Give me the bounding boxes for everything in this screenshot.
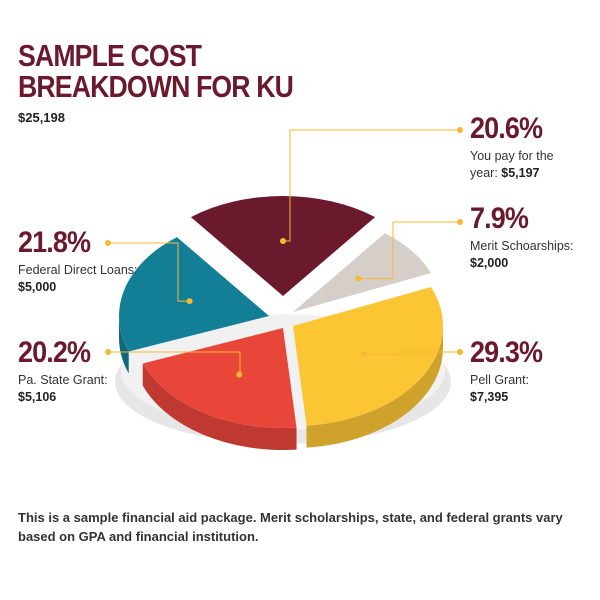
pie-slice-you-pay-for-the-year (190, 196, 376, 296)
leader-dot-0-0 (457, 127, 463, 133)
pie-slice-pell-grant (293, 286, 443, 426)
federal-percent: 21.8% (18, 226, 91, 259)
you-pay-percent: 20.6% (470, 112, 543, 145)
leader-dot-3-0 (105, 349, 111, 355)
leader-dot-2-0 (457, 349, 463, 355)
leader-dot-1-1 (355, 275, 362, 282)
total-amount: $25,198 (18, 110, 65, 125)
merit-amount: $2,000 (470, 256, 509, 270)
pie-slices (118, 196, 443, 450)
leader-line-0 (283, 129, 460, 242)
leader-line-1 (358, 221, 460, 279)
state-desc: Pa. State Grant: $5,106 (18, 372, 108, 406)
federal-label: Federal Direct Loans: (18, 263, 138, 277)
federal-desc: Federal Direct Loans: $5,000 (18, 262, 138, 296)
leader-dot-3-1 (236, 371, 243, 378)
federal-amount: $5,000 (18, 280, 57, 294)
leader-dot-1-0 (457, 219, 463, 225)
you-pay-amount: $5,197 (501, 166, 540, 180)
state-amount: $5,106 (18, 390, 57, 404)
callout-you-pay: 20.6% You pay for the year: $5,197 (470, 113, 580, 182)
chart-title: SAMPLE COST BREAKDOWN FOR KU (18, 38, 294, 104)
leader-lines (105, 127, 463, 378)
merit-label: Merit Schoarships: (470, 239, 574, 253)
footnote: This is a sample financial aid package. … (18, 510, 563, 544)
pie-slice-federal-direct-loans (118, 237, 269, 352)
pie-slice-merit-schoarships (293, 233, 432, 312)
callout-pell: 29.3% Pell Grant: $7,395 (470, 337, 550, 406)
pie-slice-pa-state-grant (142, 328, 297, 428)
callout-federal: 21.8% Federal Direct Loans: $5,000 (18, 227, 138, 296)
callout-state: 20.2% Pa. State Grant: $5,106 (18, 337, 108, 406)
pie-slice-side-4-0 (119, 316, 129, 374)
pell-amount: $7,395 (470, 390, 509, 404)
pell-percent: 29.3% (470, 336, 543, 369)
leader-line-4 (108, 242, 190, 302)
you-pay-desc: You pay for the year: $5,197 (470, 148, 580, 182)
leader-dot-4-0 (105, 240, 111, 246)
state-percent: 20.2% (18, 336, 91, 369)
leader-dot-0-1 (280, 238, 286, 244)
leader-line-2 (363, 351, 460, 355)
pie-slice-side-2-0 (306, 326, 443, 448)
pell-label: Pell Grant: (470, 373, 530, 387)
merit-desc: Merit Schoarships: $2,000 (470, 238, 574, 272)
title-line-1: SAMPLE COST (18, 38, 202, 73)
pie-slice-side-3-0 (142, 363, 297, 450)
pell-desc: Pell Grant: $7,395 (470, 372, 550, 406)
merit-percent: 7.9% (470, 202, 529, 235)
state-label: Pa. State Grant: (18, 373, 108, 387)
title-line-2: BREAKDOWN FOR KU (18, 69, 294, 104)
leader-dot-2-1 (360, 351, 367, 358)
leader-dot-4-1 (186, 298, 193, 305)
you-pay-label: You pay for the year: (470, 149, 554, 180)
callout-merit: 7.9% Merit Schoarships: $2,000 (470, 203, 574, 272)
